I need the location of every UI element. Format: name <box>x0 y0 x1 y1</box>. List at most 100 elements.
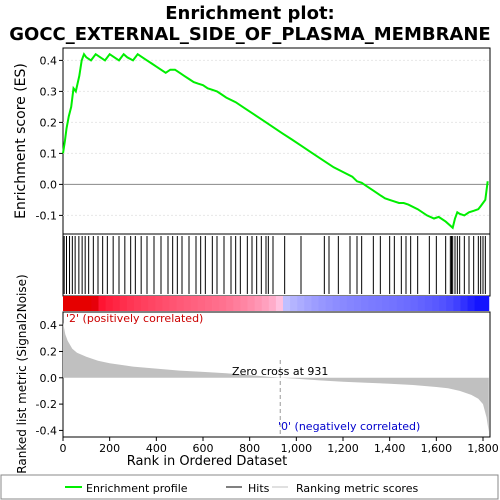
heat-bar-segment <box>98 296 106 311</box>
metric-y-tick-label: -0.4 <box>36 424 57 437</box>
es-profile-line <box>62 52 489 230</box>
chart-title-line2: GOCC_EXTERNAL_SIDE_OF_PLASMA_MEMBRANE <box>9 24 490 45</box>
es-y-tick-label: -0.1 <box>36 209 57 222</box>
x-tick-label: 1,600 <box>421 442 453 455</box>
x-tick-label: 400 <box>146 442 167 455</box>
heat-bar-segment <box>148 296 156 311</box>
heat-bar-segment <box>346 296 355 311</box>
heat-bar-segment <box>453 296 461 311</box>
heat-bar-segment <box>141 296 149 311</box>
heat-bar-segment <box>332 296 341 311</box>
heat-bar-segment <box>439 296 447 311</box>
heat-bar-segment <box>396 296 405 311</box>
metric-y-tick-label: 0.2 <box>40 345 58 358</box>
heat-bar-segment <box>389 296 397 311</box>
heat-bar-segment <box>375 296 383 311</box>
x-tick-label: 0 <box>60 442 67 455</box>
x-tick-label: 800 <box>239 442 260 455</box>
es-panel-frame <box>62 47 491 235</box>
hits-panel-frame <box>62 233 491 297</box>
heat-bar-segment <box>91 296 99 311</box>
heat-bar-segment <box>197 296 206 311</box>
heat-bar-segment <box>254 296 263 311</box>
es-gridlines <box>63 59 490 216</box>
heat-bar-segment <box>119 296 128 311</box>
heat-bar-segment <box>126 296 135 311</box>
heat-bar-segment <box>481 296 490 311</box>
heat-bar-segment <box>155 296 163 311</box>
legend-hits-label: Hits <box>248 482 270 495</box>
metric-area <box>63 322 489 432</box>
heat-bar-segment <box>460 296 468 311</box>
heat-bar-segment <box>297 296 305 311</box>
heat-bar-segment <box>183 296 192 311</box>
x-tick-label: 600 <box>193 442 214 455</box>
heat-bar-segment <box>311 296 319 311</box>
ranking-heat-bar <box>63 296 490 311</box>
heat-bar-segment <box>261 296 270 311</box>
heat-bar-segment <box>325 296 334 311</box>
es-y-tick-label: 0.1 <box>40 147 58 160</box>
heat-bar-segment <box>190 296 199 311</box>
heat-bar-segment <box>77 296 85 311</box>
x-tick-label: 200 <box>99 442 120 455</box>
heat-bar-segment <box>240 296 248 311</box>
heat-bar-segment <box>169 296 177 311</box>
heat-bar-segment <box>361 296 369 311</box>
heat-bar-segment <box>233 296 241 311</box>
heat-bar-segment <box>275 296 284 311</box>
metric-area-path <box>63 322 489 432</box>
heat-bar-segment <box>403 296 412 311</box>
es-y-tick-label: 0.4 <box>40 54 58 67</box>
heat-bar-segment <box>176 296 185 311</box>
heat-bar-segment <box>268 296 277 311</box>
x-axis-title: Rank in Ordered Dataset <box>127 454 288 469</box>
positive-correlated-label: '2' (positively correlated) <box>66 312 203 325</box>
heat-bar-segment <box>446 296 454 311</box>
heat-bar-segment <box>304 296 312 311</box>
es-y-tick-label: 0.0 <box>40 178 58 191</box>
x-tick-label: 1,800 <box>467 442 499 455</box>
metric-y-tick-label: 0.0 <box>40 372 58 385</box>
heat-bar-segment <box>204 296 213 311</box>
heat-bar-segment <box>70 296 78 311</box>
x-axis-ticks: 0 200 400 600 800 1,000 1,200 1,400 1,600 1,800 <box>60 437 499 455</box>
heat-bar-segment <box>105 296 114 311</box>
metric-y-tick-label: 0.4 <box>40 319 58 332</box>
heat-bar-segment <box>318 296 326 311</box>
zero-cross-label: Zero cross at 931 <box>232 365 328 378</box>
legend-box <box>0 474 499 500</box>
hit-marks <box>63 236 486 294</box>
heat-bar-segment <box>212 296 220 311</box>
heat-bar-segment <box>133 296 142 311</box>
heat-bar-segment <box>424 296 433 311</box>
heat-bar-segment <box>339 296 348 311</box>
heat-bar-segment <box>410 296 419 311</box>
x-tick-label: 1,200 <box>327 442 359 455</box>
es-y-tick-label: 0.2 <box>40 116 58 129</box>
legend-enrichment-label: Enrichment profile <box>86 482 188 495</box>
x-tick-label: 1,400 <box>374 442 406 455</box>
negative-correlated-label: '0' (negatively correlated) <box>278 420 420 433</box>
x-tick-label: 1,000 <box>281 442 313 455</box>
heat-bar-segment <box>353 296 362 311</box>
legend-metric-label: Ranking metric scores <box>296 482 418 495</box>
heat-bar-segment <box>290 296 298 311</box>
es-y-ticks: -0.1 0.0 0.1 0.2 0.3 0.4 <box>36 54 63 222</box>
heat-bar-segment <box>247 296 256 311</box>
es-y-axis-title: Enrichment score (ES) <box>13 63 29 219</box>
heat-bar-segment <box>112 296 121 311</box>
heat-bar-segment <box>84 296 92 311</box>
heat-bar-segment <box>283 296 291 311</box>
heat-bar-segment <box>226 296 234 311</box>
heat-bar-segment <box>474 296 483 311</box>
es-y-tick-label: 0.3 <box>40 85 58 98</box>
chart-title-line1: Enrichment plot: <box>165 3 335 24</box>
heat-bar-segment <box>368 296 376 311</box>
metric-y-ticks: -0.4 -0.2 0.0 0.2 0.4 <box>36 319 63 437</box>
heat-bar-segment <box>382 296 390 311</box>
heat-bar-segment <box>219 296 227 311</box>
heat-bar-segment <box>63 296 71 311</box>
heat-bar-segment <box>467 296 476 311</box>
